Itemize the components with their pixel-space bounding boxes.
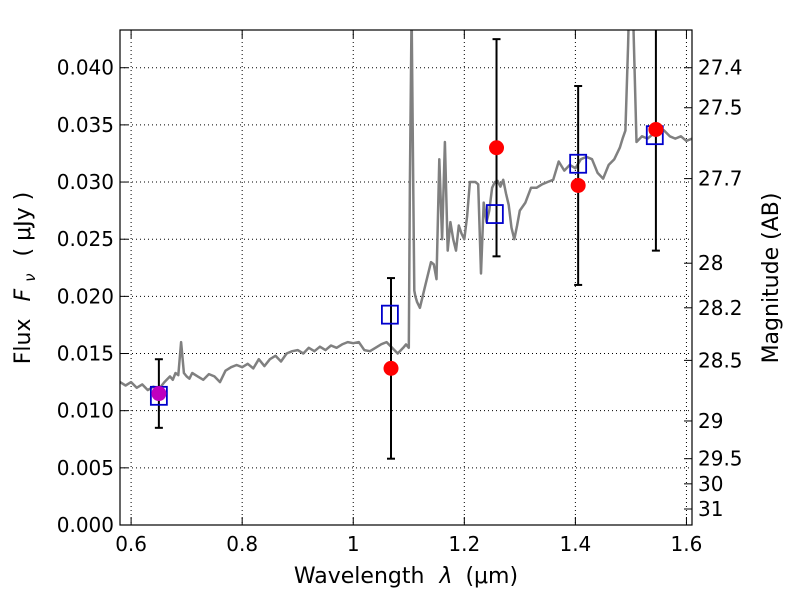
y-tick-label: 0.030 (57, 170, 114, 194)
x-tick-label: 0.8 (226, 532, 258, 556)
y2-tick-label: 28.2 (698, 296, 743, 320)
marker-layer (149, 121, 664, 406)
ticks (120, 30, 692, 526)
y2-tick-label: 27.7 (698, 167, 743, 191)
y-tick-label: 0.000 (57, 513, 114, 537)
y2-tick-label: 28 (698, 251, 723, 275)
y2-axis-label: Magnitude (AB) (759, 193, 784, 364)
x-tick-labels: 0.6 0.8 1 1.2 1.4 1.6 (115, 532, 702, 556)
y-tick-label: 0.025 (57, 227, 114, 251)
y-tick-label: 0.035 (57, 113, 114, 137)
x-axis-label-symbol: λ (438, 564, 452, 589)
y-tick-label: 0.005 (57, 456, 114, 480)
model-photometry-square (380, 304, 399, 325)
model-photometry-square (569, 153, 588, 174)
y-tick-label: 0.040 (57, 56, 114, 80)
x-axis-label-prefix: Wavelength (294, 564, 425, 589)
plot-background (120, 30, 692, 525)
spectrum-layer (120, 30, 692, 392)
x-tick-label: 1 (347, 532, 360, 556)
y-tick-label: 0.020 (57, 284, 114, 308)
y-tick-label: 0.010 (57, 399, 114, 423)
y-axis-label-symbol: F (11, 288, 36, 301)
x-tick-label: 1.4 (559, 532, 591, 556)
y2-tick-label: 28.5 (698, 348, 743, 372)
y-axis-label-subscript: ν (21, 273, 39, 281)
y2-tick-label: 27.5 (698, 96, 743, 120)
x-tick-label: 0.6 (115, 532, 147, 556)
x-tick-label: 1.2 (448, 532, 480, 556)
y-axis-label-prefix: Flux (11, 318, 36, 364)
y2-tick-label: 30 (698, 472, 723, 496)
y-tick-label: 0.015 (57, 342, 114, 366)
y-axis-label: Flux F ν ( μJy ) (11, 192, 41, 364)
observed-point (648, 121, 664, 137)
x-axis-label: Wavelength λ (μm) (294, 564, 518, 589)
model-spectrum-line (120, 30, 692, 392)
y2-tick-label: 29.5 (698, 447, 743, 471)
y2-tick-label: 31 (698, 497, 723, 521)
x-axis-label-unit: (μm) (465, 564, 518, 589)
plot-frame (119, 29, 693, 526)
observed-point (151, 386, 167, 402)
y-axis-label-unit: ( μJy ) (11, 192, 36, 257)
model-photometry-square (485, 204, 504, 224)
y-tick-labels: 0.000 0.005 0.010 0.015 0.020 0.025 0.030 0.035… (57, 56, 114, 537)
y2-tick-label: 27.4 (698, 56, 743, 80)
observed-point (489, 140, 505, 156)
observed-point (570, 177, 586, 193)
x-tick-label: 1.6 (671, 532, 703, 556)
observed-point (383, 360, 399, 376)
y2-tick-label: 29 (698, 409, 723, 433)
